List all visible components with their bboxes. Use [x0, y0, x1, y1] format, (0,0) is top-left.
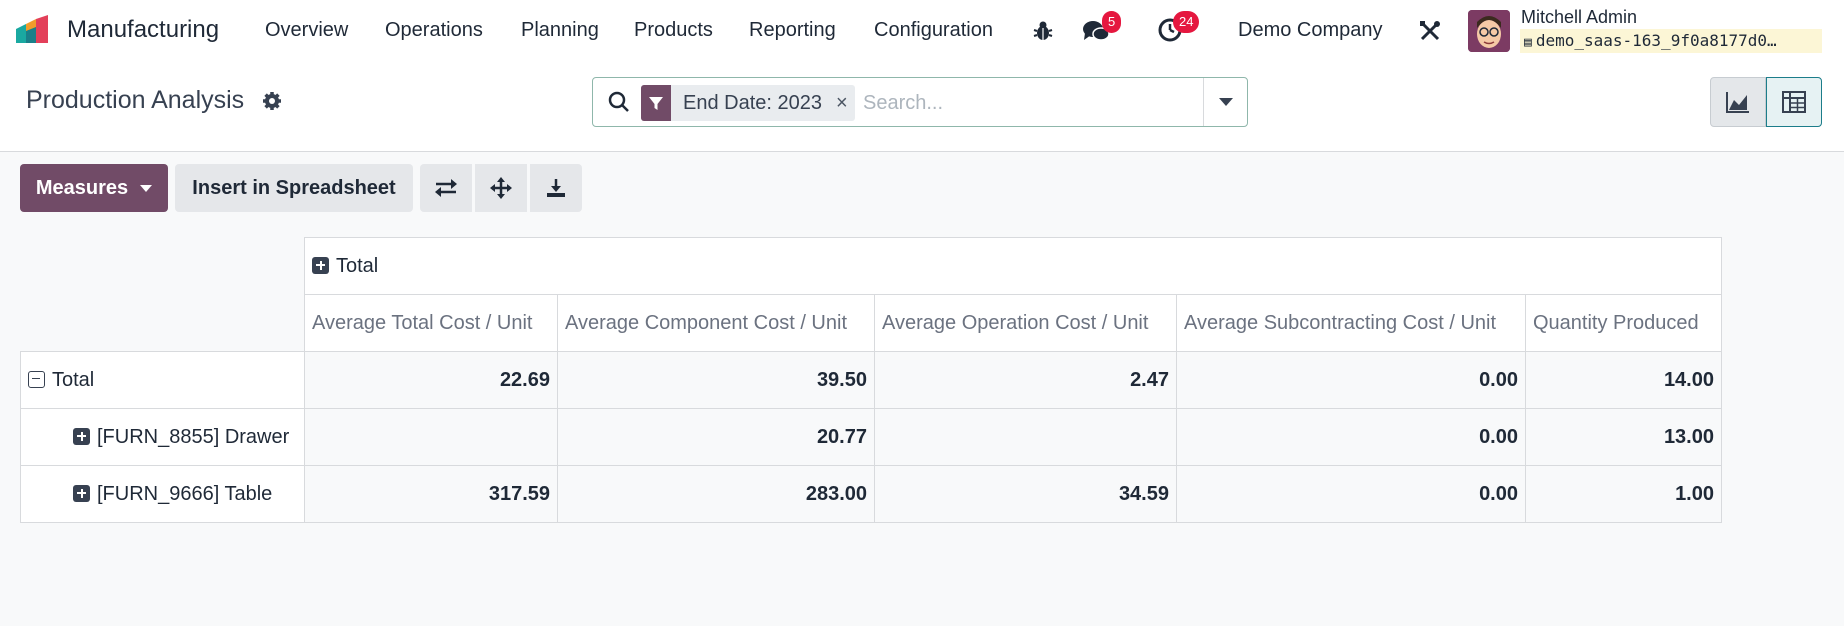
pivot-row-header[interactable]: [FURN_8855] Drawer [20, 408, 305, 466]
flip-axis-button[interactable] [420, 164, 472, 212]
pivot-cell[interactable]: 34.59 [874, 465, 1177, 523]
download-icon [547, 179, 565, 197]
pivot-cell[interactable]: 22.69 [304, 351, 558, 409]
expand-all-icon [490, 177, 512, 199]
pivot-cell[interactable]: 0.00 [1176, 408, 1526, 466]
database-label: demo_saas-163_9f0a8177d0… [1535, 31, 1777, 50]
measures-label: Measures [35, 176, 129, 199]
filter-facet[interactable]: End Date: 2023 × [641, 85, 855, 121]
pivot-view-icon [1782, 91, 1806, 113]
pivot-table: Total Average Total Cost / Unit Average … [20, 237, 1722, 523]
column-group-label: Total [336, 254, 379, 277]
search-input[interactable] [863, 86, 1183, 120]
pivot-row-header-total[interactable]: Total [20, 351, 305, 409]
menu-planning[interactable]: Planning [521, 19, 599, 41]
pivot-cell[interactable]: 2.47 [874, 351, 1177, 409]
app-name[interactable]: Manufacturing [67, 16, 220, 43]
manufacturing-logo-icon[interactable] [14, 15, 56, 45]
plus-square-icon [73, 484, 90, 502]
facet-label: End Date: 2023 [683, 91, 822, 114]
pivot-corner [21, 238, 305, 295]
pivot-column-header-total[interactable]: Total [304, 237, 1722, 295]
bug-icon[interactable] [1032, 20, 1054, 42]
gear-icon[interactable] [262, 91, 282, 111]
messages-badge: 5 [1102, 11, 1122, 33]
row-label: Total [52, 368, 95, 391]
menu-configuration[interactable]: Configuration [874, 19, 993, 41]
pivot-cell[interactable]: 14.00 [1525, 351, 1722, 409]
table-row: [FURN_8855] Drawer 20.77 0.00 13.00 [20, 408, 1722, 466]
table-row: [FURN_9666] Table 317.59 283.00 34.59 0.… [20, 465, 1722, 523]
control-panel: Production Analysis End Date: 2023 × [0, 62, 1844, 152]
flip-axis-icon [435, 179, 457, 197]
table-row: Total 22.69 39.50 2.47 0.00 14.00 [20, 351, 1722, 409]
pivot-cell[interactable] [874, 408, 1177, 466]
search-icon[interactable] [607, 90, 631, 114]
measure-header[interactable]: Average Subcontracting Cost / Unit [1176, 294, 1526, 352]
pivot-cell[interactable]: 1.00 [1525, 465, 1722, 523]
page-title: Production Analysis [26, 86, 245, 114]
top-navbar: Manufacturing Overview Operations Planni… [0, 0, 1844, 62]
activities-badge: 24 [1173, 11, 1200, 33]
menu-products[interactable]: Products [634, 19, 713, 41]
pivot-view-button[interactable] [1766, 77, 1822, 127]
pivot-cell[interactable]: 39.50 [557, 351, 875, 409]
graph-view-button[interactable] [1710, 77, 1766, 127]
measures-button[interactable]: Measures [20, 164, 168, 212]
user-name[interactable]: Mitchell Admin [1521, 7, 1638, 27]
pivot-cell[interactable]: 0.00 [1176, 465, 1526, 523]
pivot-row-header[interactable]: [FURN_9666] Table [20, 465, 305, 523]
company-switcher[interactable]: Demo Company [1238, 19, 1383, 41]
pivot-cell[interactable]: 317.59 [304, 465, 558, 523]
measure-header[interactable]: Average Total Cost / Unit [304, 294, 558, 352]
pivot-cell[interactable]: 20.77 [557, 408, 875, 466]
pivot-cell[interactable] [304, 408, 558, 466]
pivot-corner [21, 295, 305, 352]
download-button[interactable] [530, 164, 582, 212]
caret-down-icon [1218, 98, 1233, 106]
filter-icon [641, 85, 671, 121]
pivot-cell[interactable]: 13.00 [1525, 408, 1722, 466]
database-name: ▤ demo_saas-163_9f0a8177d0… [1520, 29, 1822, 53]
menu-operations[interactable]: Operations [385, 19, 483, 41]
caret-down-icon [140, 184, 153, 192]
tools-icon[interactable] [1418, 19, 1442, 43]
menu-reporting[interactable]: Reporting [749, 19, 836, 41]
row-label: [FURN_9666] Table [97, 482, 273, 505]
search-bar: End Date: 2023 × [592, 77, 1248, 127]
avatar-face-icon [1468, 10, 1510, 52]
measure-header[interactable]: Average Component Cost / Unit [557, 294, 875, 352]
menu-overview[interactable]: Overview [265, 19, 349, 41]
graph-view-icon [1726, 92, 1749, 113]
pivot-cell[interactable]: 283.00 [557, 465, 875, 523]
plus-square-icon [73, 427, 90, 445]
plus-square-icon [312, 256, 329, 274]
measure-header[interactable]: Quantity Produced [1525, 294, 1722, 352]
search-options-toggle[interactable] [1203, 78, 1247, 126]
database-icon: ▤ [1524, 35, 1532, 50]
expand-all-button[interactable] [475, 164, 527, 212]
measure-header[interactable]: Average Operation Cost / Unit [874, 294, 1177, 352]
minus-square-icon [28, 370, 45, 388]
avatar[interactable] [1468, 10, 1510, 52]
pivot-cell[interactable]: 0.00 [1176, 351, 1526, 409]
row-label: [FURN_8855] Drawer [97, 425, 290, 448]
insert-spreadsheet-button[interactable]: Insert in Spreadsheet [175, 164, 413, 212]
facet-remove-icon[interactable]: × [836, 91, 848, 114]
